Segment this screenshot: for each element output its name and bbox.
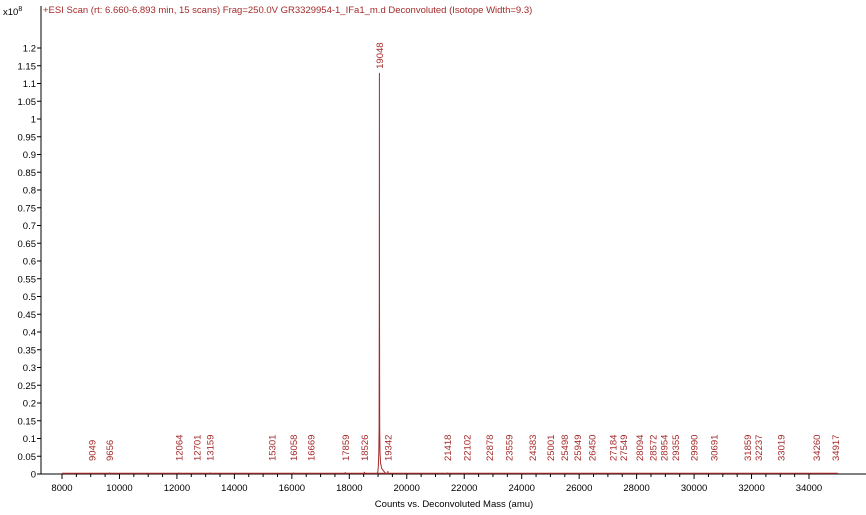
y-tick-label: 0.1 <box>23 434 36 445</box>
y-tick-label: 0.6 <box>23 257 36 268</box>
peak-label: 28954 <box>660 435 671 461</box>
peak-label: 19342 <box>383 435 394 461</box>
x-tick-label: 14000 <box>221 483 247 494</box>
y-multiplier-base: x10 <box>3 7 18 18</box>
y-tick-label: 0.55 <box>18 274 37 285</box>
x-tick-label: 28000 <box>623 483 649 494</box>
peak-label: 17859 <box>341 435 352 461</box>
peak-label: 21418 <box>443 435 454 461</box>
peak-label: 18526 <box>360 435 371 461</box>
x-tick-label: 34000 <box>796 483 822 494</box>
peak-label: 23559 <box>505 435 516 461</box>
x-axis-ticks: 8000 10000 12000 14000 16000 18000 20000 22000 2… <box>51 474 822 494</box>
y-multiplier-exponent: 8 <box>18 6 22 13</box>
peak-label: 29990 <box>689 435 700 461</box>
y-tick-label: 0.5 <box>23 292 36 303</box>
y-tick-label: 0.95 <box>18 132 37 143</box>
chart-title: +ESI Scan (rt: 6.660-6.893 min, 15 scans… <box>43 5 532 16</box>
y-tick-label: 1.15 <box>18 61 37 72</box>
x-tick-label: 16000 <box>279 483 305 494</box>
peak-label: 26450 <box>588 435 599 461</box>
peak-label: 28572 <box>649 435 660 461</box>
peak-label: 25001 <box>546 435 557 461</box>
peak-label: 12701 <box>193 435 204 461</box>
y-axis-multiplier: x108 <box>3 6 22 18</box>
peak-label: 22878 <box>485 435 496 461</box>
peak-label: 28094 <box>635 435 646 461</box>
peak-label: 34260 <box>812 435 823 461</box>
x-tick-label: 12000 <box>164 483 190 494</box>
spectrum-peaks <box>91 72 836 475</box>
y-tick-label: 1.2 <box>23 44 36 55</box>
y-tick-label: 0.7 <box>23 221 36 232</box>
x-tick-label: 8000 <box>51 483 72 494</box>
main-peak-mark <box>376 72 387 475</box>
peak-labels: 9049 9656 12064 12701 13159 15301 16058 16669 17… <box>88 42 842 461</box>
x-tick-label: 26000 <box>566 483 592 494</box>
peak-label: 16669 <box>307 435 318 461</box>
y-tick-label: 0.3 <box>23 363 36 374</box>
x-tick-label: 20000 <box>394 483 420 494</box>
x-tick-label: 30000 <box>681 483 707 494</box>
x-tick-label: 24000 <box>508 483 534 494</box>
peak-label: 25498 <box>560 435 571 461</box>
peak-label: 19048 <box>375 42 386 68</box>
peak-label: 9049 <box>88 440 99 461</box>
y-tick-label: 0.25 <box>18 381 37 392</box>
y-axis-ticks: 0 0.05 0.1 0.15 0.2 0.25 0.3 0.35 0.4 0.45 0.5 0.55… <box>18 44 41 481</box>
peak-label: 32237 <box>754 435 765 461</box>
x-tick-label: 32000 <box>738 483 764 494</box>
peak-label: 15301 <box>267 435 278 461</box>
y-tick-label: 0.05 <box>18 452 37 463</box>
peak-label: 34917 <box>831 435 842 461</box>
y-tick-label: 0 <box>31 470 36 481</box>
y-tick-label: 0.9 <box>23 150 36 161</box>
y-tick-label: 0.85 <box>18 168 37 179</box>
x-tick-label: 18000 <box>336 483 362 494</box>
y-tick-label: 1.05 <box>18 97 37 108</box>
peak-label: 25949 <box>573 435 584 461</box>
peak-label: 13159 <box>206 435 217 461</box>
y-tick-label: 0.45 <box>18 310 37 321</box>
y-tick-label: 0.35 <box>18 345 37 356</box>
peak-label: 27549 <box>619 435 630 461</box>
y-tick-label: 1.1 <box>23 79 36 90</box>
y-tick-label: 0.75 <box>18 203 37 214</box>
peak-label: 9656 <box>105 440 116 461</box>
x-tick-label: 10000 <box>106 483 132 494</box>
x-axis-label: Counts vs. Deconvoluted Mass (amu) <box>375 499 533 510</box>
x-tick-label: 22000 <box>451 483 477 494</box>
peak-label: 12064 <box>174 435 185 461</box>
peak-label: 30691 <box>709 435 720 461</box>
y-tick-label: 1 <box>31 115 36 126</box>
peak-label: 16058 <box>289 435 300 461</box>
y-tick-label: 0.15 <box>18 416 37 427</box>
peak-label: 24383 <box>528 435 539 461</box>
y-tick-label: 0.65 <box>18 239 37 250</box>
peak-label: 31859 <box>743 435 754 461</box>
y-tick-label: 0.4 <box>23 328 36 339</box>
peak-label: 33019 <box>776 435 787 461</box>
peak-label: 22102 <box>463 435 474 461</box>
peak-label: 29355 <box>671 435 682 461</box>
y-tick-label: 0.8 <box>23 186 36 197</box>
y-tick-label: 0.2 <box>23 399 36 410</box>
peak-label: 27184 <box>609 435 620 461</box>
